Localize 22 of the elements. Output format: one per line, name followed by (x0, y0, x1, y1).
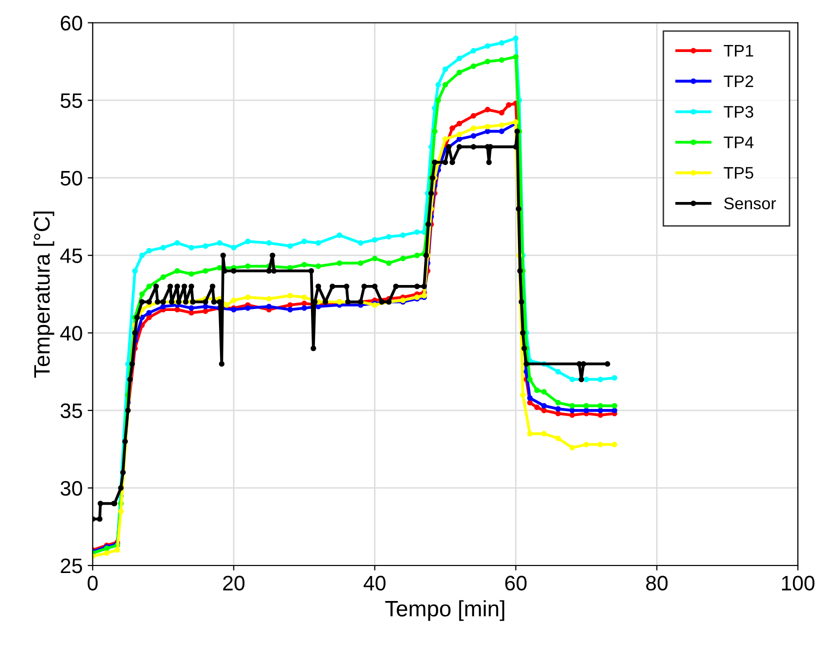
y-tick-label: 60 (60, 16, 82, 31)
x-tick-label: 100 (782, 576, 814, 591)
y-axis-title: Temperatura [°C] (33, 212, 54, 378)
legend-label: TP4 (724, 136, 754, 148)
y-tick-label: 30 (60, 480, 82, 496)
y-tick-label: 35 (60, 403, 82, 418)
x-axis-title: Tempo [min] (385, 600, 504, 621)
legend-label: Sensor (724, 198, 776, 210)
legend-label: TP2 (724, 75, 754, 88)
x-tick-label: 0 (88, 576, 98, 591)
x-tick-label: 60 (505, 576, 527, 591)
x-tick-label: 40 (364, 576, 386, 591)
y-tick-label: 45 (60, 248, 82, 264)
legend-label: TP3 (724, 106, 754, 118)
y-tick-label: 40 (60, 326, 82, 341)
legend-label: TP5 (724, 167, 754, 179)
y-tick-label: 50 (60, 170, 82, 186)
y-tick-label: 25 (60, 558, 82, 574)
y-tick-label: 55 (60, 94, 82, 108)
x-tick-label: 20 (223, 576, 244, 591)
legend-label: TP1 (724, 45, 754, 56)
x-tick-label: 80 (646, 576, 668, 591)
